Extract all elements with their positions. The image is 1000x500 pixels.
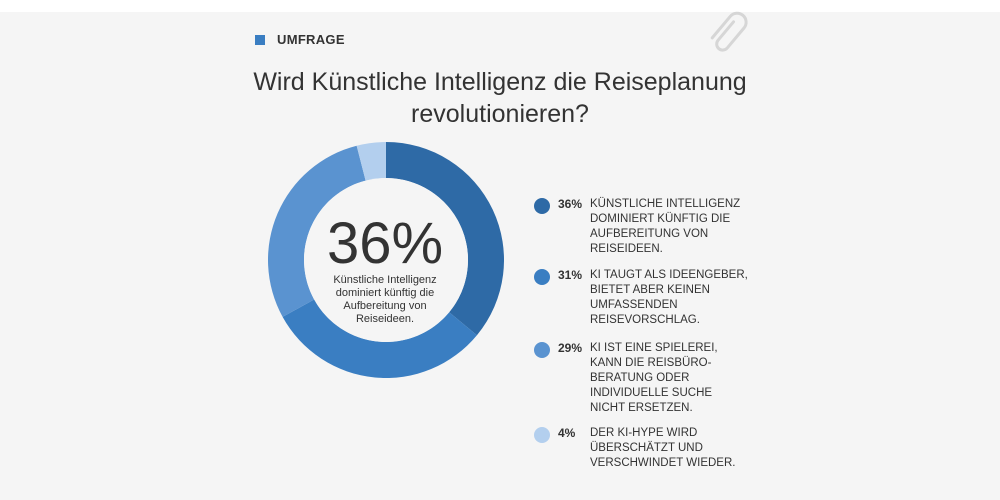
legend-dot	[534, 342, 550, 358]
legend-dot	[534, 269, 550, 285]
center-percentage: 36%	[326, 211, 444, 276]
legend-dot	[534, 427, 550, 443]
legend-text: Künstliche Intelligenz dominiert künftig…	[590, 198, 741, 255]
donut-slice-1	[386, 142, 504, 336]
legend-item: 4% Der KI-Hype wird überschätzt und vers…	[534, 426, 750, 471]
legend-item: 36% Künstliche Intelligenz dominiert kün…	[534, 197, 750, 257]
legend-percentage: 36%	[558, 197, 583, 211]
legend-text: KI taugt als Ideengeber, bietet aber kei…	[590, 269, 748, 326]
legend-item: 29% KI ist eine Spielerei, kann die Reis…	[534, 341, 750, 416]
legend-item: 31% KI taugt als Ideengeber, bietet aber…	[534, 268, 750, 328]
chart-title: Wird Künstliche Intelligenz die Reisepla…	[253, 68, 747, 128]
badge-square-icon	[255, 34, 265, 45]
badge-label: UMFRAGE	[277, 32, 345, 47]
legend-percentage: 4%	[558, 426, 576, 440]
donut-hole	[304, 178, 468, 342]
donut-slice-3	[268, 145, 366, 317]
paperclip-icon[interactable]	[704, 10, 754, 60]
legend-percentage: 31%	[558, 268, 583, 282]
legend-text: KI ist eine Spielerei, kann die Reisbüro…	[590, 342, 718, 414]
donut-slice-2	[282, 299, 477, 378]
legend-percentage: 29%	[558, 341, 583, 355]
donut-slice-4	[356, 142, 386, 181]
poll-badge: UMFRAGE	[255, 32, 345, 47]
donut-chart	[268, 142, 504, 378]
legend-text: Der KI-Hype wird überschätzt und verschw…	[590, 427, 736, 469]
center-description: Künstliche Intelligenz dominiert künftig…	[333, 274, 437, 325]
legend-dot	[534, 198, 550, 214]
